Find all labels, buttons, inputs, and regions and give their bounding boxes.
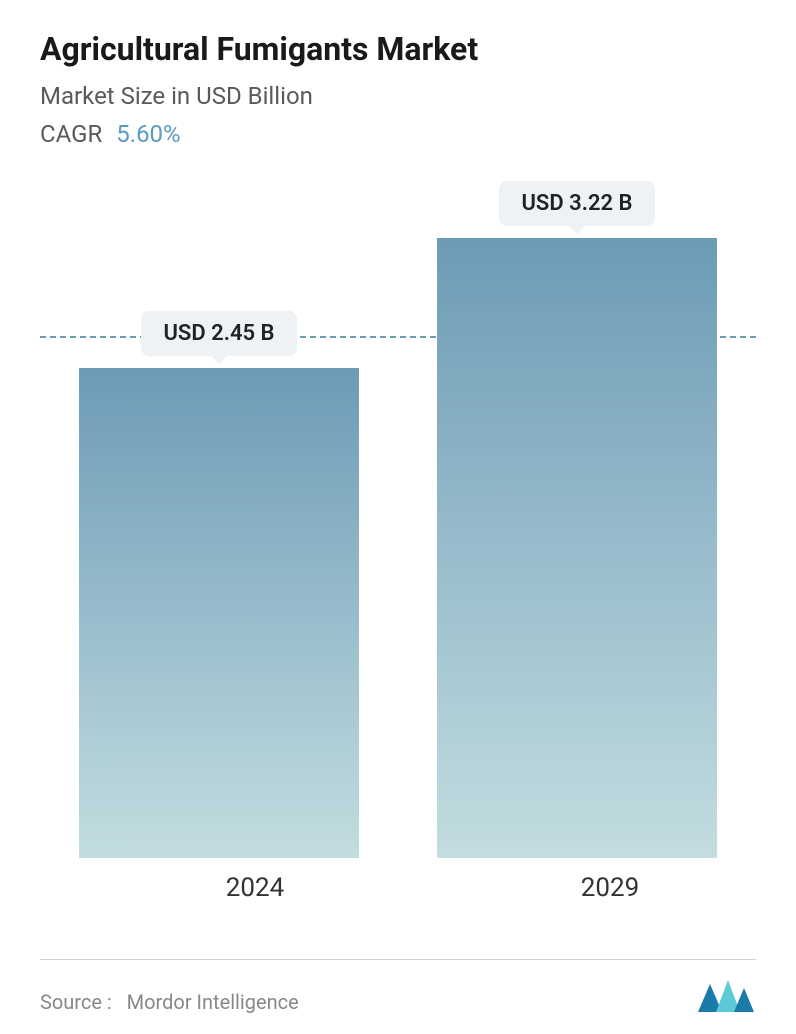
bar-group-2029: USD 3.22 B <box>437 238 717 858</box>
chart-footer: Source : Mordor Intelligence <box>40 959 756 1014</box>
axis-label-2024: 2024 <box>115 873 395 903</box>
source-text: Source : Mordor Intelligence <box>40 990 299 1014</box>
bar-group-2024: USD 2.45 B <box>79 368 359 858</box>
bars-container: USD 2.45 B USD 3.22 B <box>40 218 756 858</box>
cagr-row: CAGR 5.60% <box>40 120 756 148</box>
bar-2029 <box>437 238 717 858</box>
value-label-2029: USD 3.22 B <box>499 181 654 226</box>
brand-logo <box>696 974 756 1014</box>
value-label-2024: USD 2.45 B <box>141 311 296 356</box>
cagr-label: CAGR <box>40 120 102 148</box>
source-label: Source : <box>40 990 112 1014</box>
chart-header: Agricultural Fumigants Market Market Siz… <box>40 30 756 148</box>
axis-label-2029: 2029 <box>470 873 750 903</box>
source-name: Mordor Intelligence <box>127 990 299 1014</box>
cagr-value: 5.60% <box>116 120 180 148</box>
bar-2024 <box>79 368 359 858</box>
chart-area: USD 2.45 B USD 3.22 B 2024 2029 <box>40 188 756 908</box>
chart-subtitle: Market Size in USD Billion <box>40 82 756 110</box>
chart-title: Agricultural Fumigants Market <box>40 30 756 68</box>
